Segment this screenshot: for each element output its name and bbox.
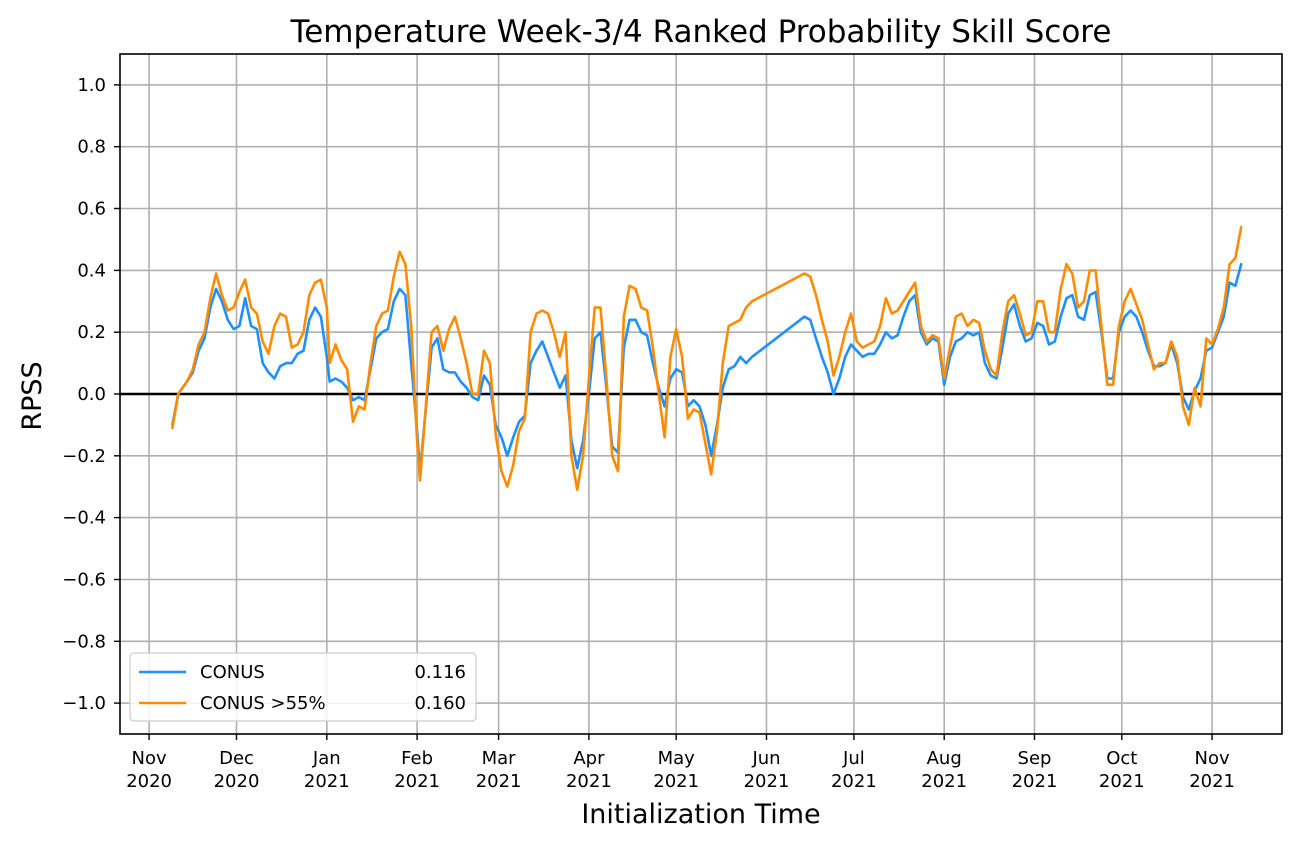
y-tick-label: 0.2 bbox=[77, 322, 106, 343]
x-tick-label-line: Feb bbox=[401, 748, 433, 769]
x-tick-label-line: Jan bbox=[312, 748, 341, 769]
x-tick-label: Jun 2021 bbox=[744, 748, 790, 792]
x-tick-label-line: Nov bbox=[1195, 748, 1230, 769]
x-tick-label-line: Jun bbox=[751, 748, 780, 769]
x-tick-label-line: Dec bbox=[219, 748, 254, 769]
x-tick-label: Mar 2021 bbox=[476, 748, 522, 792]
x-axis-label: Initialization Time bbox=[581, 799, 820, 830]
series-line-conus bbox=[171, 262, 1243, 473]
x-tick-label-line: Jul bbox=[842, 748, 865, 769]
x-tick-label-line: Aug bbox=[927, 748, 962, 769]
x-tick-label-line: 2021 bbox=[1012, 771, 1058, 792]
x-tick-label-line: 2021 bbox=[394, 771, 440, 792]
y-tick-label: −0.6 bbox=[62, 570, 106, 591]
x-tick-label-line: Oct bbox=[1106, 748, 1137, 769]
x-tick-label-line: Mar bbox=[482, 748, 517, 769]
legend-value-conus-55: 0.160 bbox=[414, 693, 466, 714]
x-tick-label-line: 2021 bbox=[476, 771, 522, 792]
x-tick-label: Nov 2021 bbox=[1189, 748, 1235, 792]
legend-value-conus: 0.116 bbox=[414, 662, 466, 683]
series-line-conus-55 bbox=[171, 225, 1243, 492]
x-tick-label: Jan 2021 bbox=[304, 748, 350, 792]
legend-label-conus-55: CONUS >55% bbox=[200, 693, 326, 714]
legend: CONUS 0.116 CONUS >55% 0.160 bbox=[129, 652, 477, 722]
x-tick-label-line: 2021 bbox=[921, 771, 967, 792]
x-tick-label-line: 2021 bbox=[1099, 771, 1145, 792]
chart-title: Temperature Week-3/4 Ranked Probability … bbox=[290, 14, 1112, 50]
y-tick-label: 0.0 bbox=[77, 384, 106, 405]
x-tick-label-line: Nov bbox=[132, 748, 167, 769]
y-tick-label: 1.0 bbox=[77, 75, 106, 96]
y-tick-label: −1.0 bbox=[62, 693, 106, 714]
x-tick-label-line: 2021 bbox=[653, 771, 699, 792]
y-tick-label: −0.2 bbox=[62, 446, 106, 467]
x-tick-label: Dec 2020 bbox=[214, 748, 260, 792]
y-tick-label: −0.4 bbox=[62, 508, 106, 529]
y-axis-label: RPSS bbox=[17, 361, 48, 430]
x-tick-label: Aug 2021 bbox=[921, 748, 967, 792]
x-tick-label: Jul 2021 bbox=[831, 748, 877, 792]
x-tick-label: Sep 2021 bbox=[1012, 748, 1058, 792]
x-tick-label: Oct 2021 bbox=[1099, 748, 1145, 792]
x-tick-label: Feb 2021 bbox=[394, 748, 440, 792]
legend-box bbox=[129, 652, 477, 722]
x-tick-label: May 2021 bbox=[653, 748, 699, 792]
y-axis-ticks: 1.0 0.8 0.6 0.4 0.2 0.0 −0.2 −0.4 −0.6 −0.8 −1.0 bbox=[62, 75, 120, 714]
y-tick-label: −0.8 bbox=[62, 631, 106, 652]
x-tick-label-line: Apr bbox=[573, 748, 605, 769]
x-tick-label: Nov 2020 bbox=[126, 748, 172, 792]
x-tick-label-line: 2020 bbox=[126, 771, 172, 792]
x-tick-label: Apr 2021 bbox=[566, 748, 612, 792]
x-tick-label-line: 2021 bbox=[304, 771, 350, 792]
x-tick-label-line: 2021 bbox=[744, 771, 790, 792]
y-tick-label: 0.8 bbox=[77, 137, 106, 158]
y-tick-label: 0.6 bbox=[77, 199, 106, 220]
x-tick-label-line: Sep bbox=[1018, 748, 1052, 769]
x-tick-label-line: 2021 bbox=[1189, 771, 1235, 792]
series-lines bbox=[171, 225, 1243, 492]
legend-label-conus: CONUS bbox=[200, 662, 265, 683]
x-tick-label-line: May bbox=[658, 748, 696, 769]
y-tick-label: 0.4 bbox=[77, 260, 106, 281]
x-tick-label-line: 2021 bbox=[566, 771, 612, 792]
x-tick-label-line: 2021 bbox=[831, 771, 877, 792]
x-tick-label-line: 2020 bbox=[214, 771, 260, 792]
